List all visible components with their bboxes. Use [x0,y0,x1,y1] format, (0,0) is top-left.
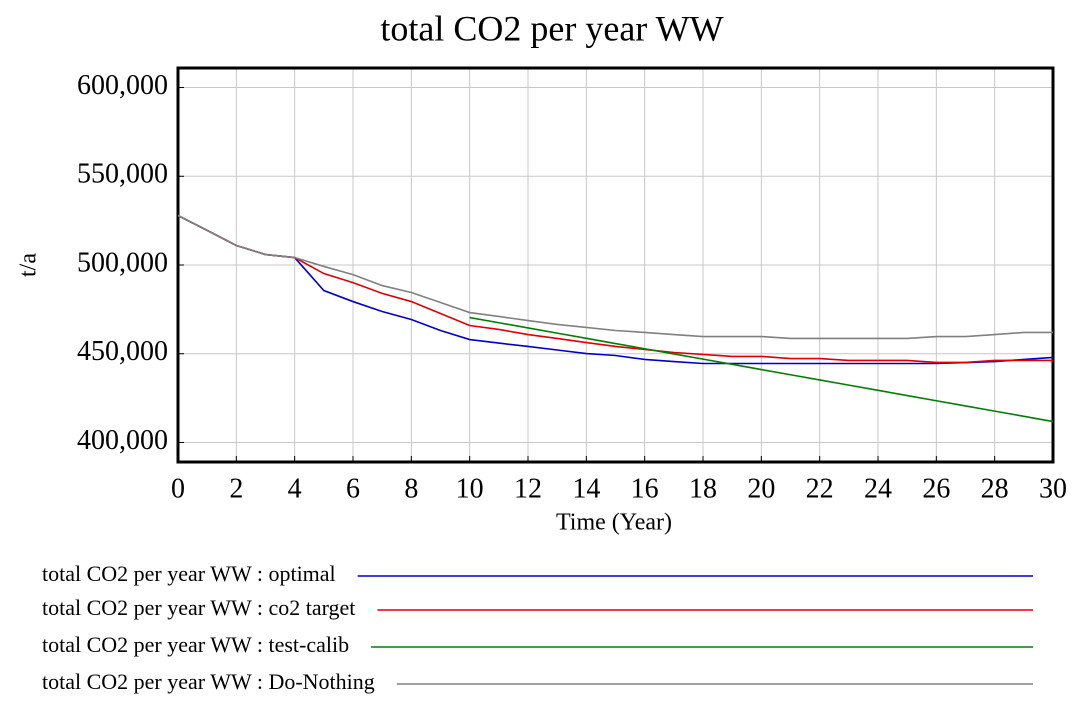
x-tick-label: 12 [514,473,542,504]
series-line [177,214,1053,340]
y-axis-title: t/a [16,253,42,277]
legend-label: total CO2 per year WW : optimal [42,561,336,586]
x-tick-label: 18 [689,473,717,504]
x-axis-title: Time (Year) [556,510,672,536]
plot-frame [176,66,1055,464]
y-tick-label: 450,000 [77,336,168,367]
series-line [177,214,1054,365]
legend-label: total CO2 per year WW : test-calib [42,632,349,657]
x-tick-label: 26 [922,473,950,504]
series-line [177,214,1053,364]
x-tick-label: 4 [288,473,302,504]
x-tick-label: 2 [229,473,243,504]
y-tick-label: 600,000 [77,70,168,101]
x-tick-label: 28 [981,473,1009,504]
x-tick-label: 20 [747,473,775,504]
y-tick-label: 400,000 [77,425,168,456]
series-line [469,316,1054,423]
x-tick-label: 14 [572,473,600,504]
x-tick-label: 0 [171,473,185,504]
chart-title: total CO2 per year WW [380,8,723,48]
x-tick-label: 6 [346,473,360,504]
x-tick-label: 24 [864,473,892,504]
x-tick-label: 16 [631,473,659,504]
x-tick-label: 30 [1039,473,1067,504]
x-tick-label: 8 [404,473,418,504]
x-tick-label: 22 [806,473,834,504]
legend-label: total CO2 per year WW : Do-Nothing [42,669,375,694]
legend-label: total CO2 per year WW : co2 target [42,595,355,620]
x-tick-label: 10 [456,473,484,504]
y-tick-label: 500,000 [77,247,168,278]
y-tick-label: 550,000 [77,159,168,190]
